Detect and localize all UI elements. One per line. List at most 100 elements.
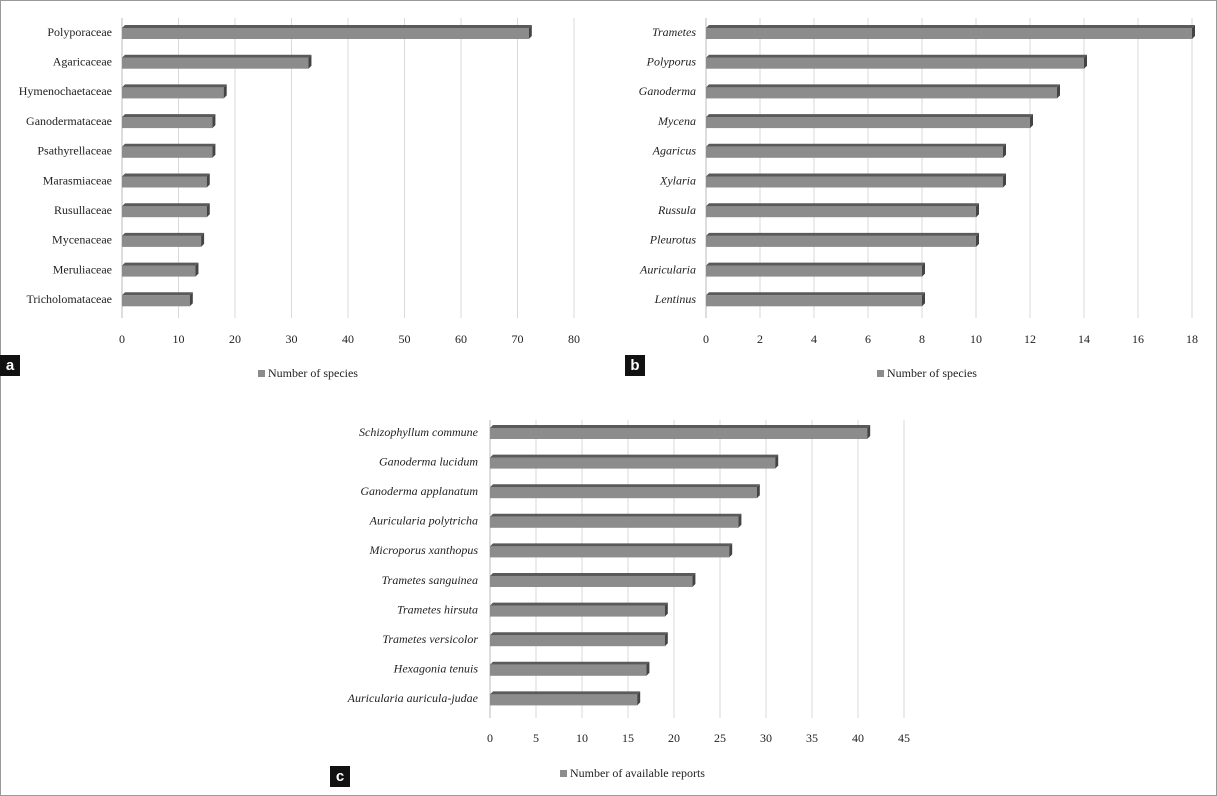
x-tick-label: 25 (714, 731, 726, 745)
bar-edge (706, 25, 1195, 28)
x-tick-label: 2 (757, 332, 763, 346)
x-tick-label: 0 (487, 731, 493, 745)
legend-swatch (258, 370, 265, 377)
bar-side (664, 602, 668, 617)
x-tick-label: 60 (455, 332, 467, 346)
x-tick-label: 18 (1186, 332, 1198, 346)
bar (490, 576, 693, 587)
x-tick-label: 5 (533, 731, 539, 745)
bar-side (1003, 173, 1006, 188)
bar (490, 635, 665, 647)
y-tick-label: Polyporaceae (47, 25, 112, 39)
bar (490, 516, 739, 528)
x-tick-label: 70 (512, 332, 524, 346)
bar-edge (706, 203, 979, 207)
bar (122, 265, 196, 277)
y-tick-label: Tricholomataceae (26, 292, 112, 306)
bar-side (201, 232, 205, 247)
bar-edge (490, 602, 668, 606)
x-tick-label: 10 (173, 332, 185, 346)
bar (706, 87, 1057, 99)
x-tick-label: 10 (970, 332, 982, 346)
x-tick-label: 40 (342, 332, 354, 346)
x-tick-label: 4 (811, 332, 817, 346)
bar-side (206, 203, 210, 218)
bar (490, 428, 868, 439)
x-tick-label: 20 (668, 731, 680, 745)
bar-edge (706, 143, 1006, 147)
bar-side (528, 25, 532, 39)
bar-side (637, 691, 641, 706)
bar (706, 295, 922, 307)
bar-edge (122, 143, 216, 147)
bar (122, 235, 202, 247)
bar-side (212, 114, 216, 129)
bar (122, 28, 529, 39)
bar (706, 176, 1003, 188)
bar (490, 664, 647, 676)
bar (706, 206, 976, 218)
x-tick-label: 0 (119, 332, 125, 346)
bar (490, 694, 638, 706)
legend-label: Number of species (268, 366, 358, 380)
bar-side (756, 484, 760, 499)
bar-edge (490, 632, 668, 636)
x-tick-label: 30 (286, 332, 298, 346)
y-tick-label: Schizophyllum commune (359, 425, 479, 439)
y-tick-label: Trametes versicolor (382, 632, 478, 646)
bar-edge (122, 262, 199, 266)
y-tick-label: Russula (657, 203, 696, 217)
bar-side (195, 262, 199, 277)
y-tick-label: Auricularia (639, 262, 696, 276)
x-tick-label: 6 (865, 332, 871, 346)
x-tick-label: 40 (852, 731, 864, 745)
bar-side (189, 292, 193, 307)
bar-side (976, 232, 979, 247)
panel-label-box (625, 355, 645, 376)
bar-side (664, 632, 668, 647)
bar-edge (706, 84, 1060, 88)
y-tick-label: Agaricus (652, 144, 697, 158)
bar-edge (490, 484, 760, 488)
panel-label-box (330, 766, 350, 787)
bar (706, 28, 1192, 39)
x-tick-label: 30 (760, 731, 772, 745)
bar (122, 117, 213, 129)
bar-side (223, 84, 227, 99)
bar (706, 265, 922, 277)
bar (490, 457, 776, 469)
bar (122, 146, 213, 158)
x-tick-label: 8 (919, 332, 925, 346)
panel-label: c (336, 768, 344, 785)
legend-swatch (877, 370, 884, 377)
bar-edge (122, 54, 312, 58)
y-tick-label: Trametes sanguinea (382, 573, 478, 587)
bar-side (206, 173, 210, 188)
y-tick-label: Xylaria (659, 173, 696, 187)
bar-edge (122, 84, 227, 88)
bar (122, 206, 207, 218)
bar-edge (490, 513, 742, 517)
bar (490, 546, 730, 558)
bar-side (646, 661, 650, 676)
y-tick-label: Ganoderma (639, 84, 696, 98)
y-tick-label: Polyporus (646, 54, 697, 68)
bar-edge (490, 543, 733, 547)
bar (706, 235, 976, 247)
x-tick-label: 0 (703, 332, 709, 346)
bar-side (212, 143, 216, 158)
bar (490, 605, 665, 617)
y-tick-label: Lentinus (654, 292, 697, 306)
legend-swatch (560, 770, 567, 777)
bar-side (1192, 25, 1195, 39)
bar-edge (706, 262, 925, 266)
y-tick-label: Hymenochaetaceae (19, 84, 112, 98)
bar-edge (706, 292, 925, 296)
x-tick-label: 50 (399, 332, 411, 346)
y-tick-label: Ganoderma applanatum (360, 484, 478, 498)
bar-edge (122, 173, 210, 177)
bar-edge (490, 425, 871, 428)
bar-edge (490, 454, 779, 458)
x-tick-label: 15 (622, 731, 634, 745)
